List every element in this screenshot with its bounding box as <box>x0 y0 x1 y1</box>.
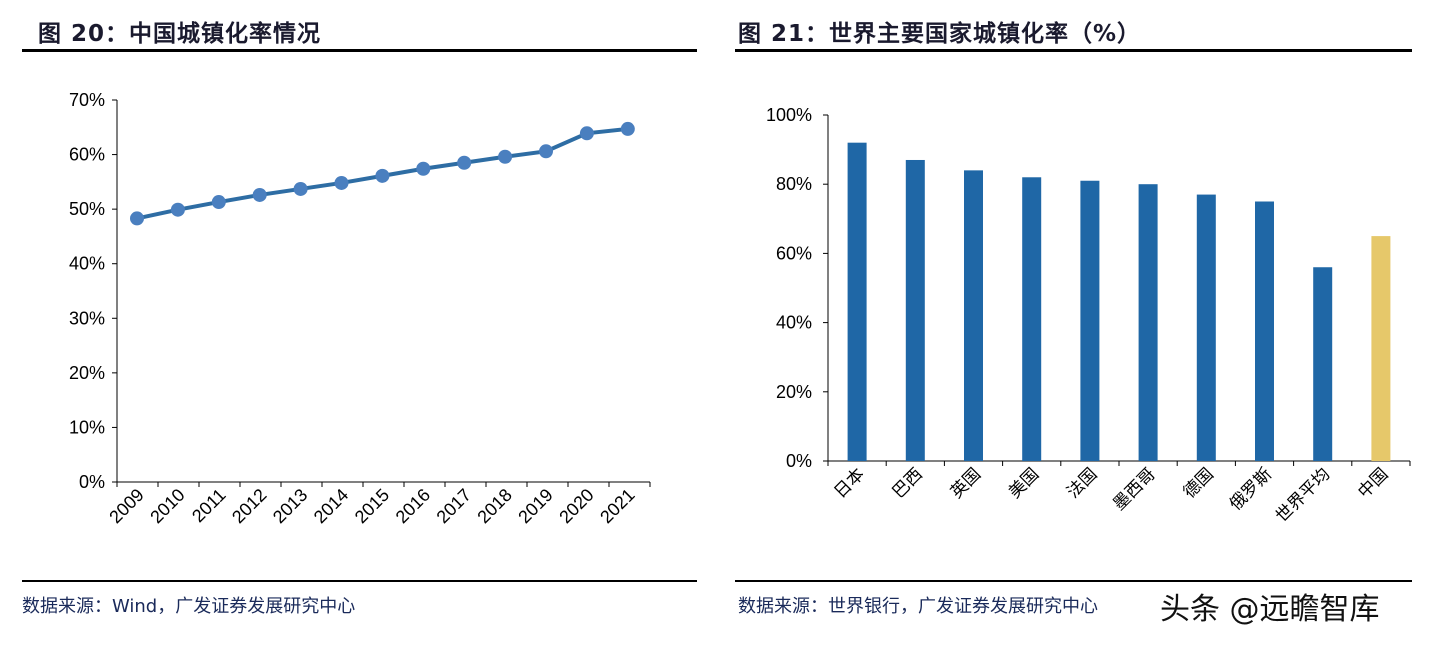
x-tick-label-right: 巴西 <box>889 464 927 502</box>
bar-法国 <box>1080 180 1100 462</box>
data-point-2014 <box>334 175 349 190</box>
y-tick-label-left: 10% <box>69 417 105 437</box>
x-tick-label-left: 2010 <box>146 485 188 527</box>
x-tick-label-left: 2013 <box>269 485 311 527</box>
x-tick-label-right: 日本 <box>830 464 868 502</box>
data-point-2019 <box>539 144 553 159</box>
x-tick-label-left: 2012 <box>228 485 270 527</box>
x-tick-label-left: 2015 <box>351 485 393 527</box>
x-tick-label-right: 英国 <box>947 464 985 502</box>
x-tick-label-right: 美国 <box>1005 464 1043 502</box>
y-tick-label-left: 0% <box>79 472 105 492</box>
y-tick-label-left: 20% <box>69 363 105 383</box>
title-rule-right <box>735 49 1412 52</box>
x-tick-label-right: 俄罗斯 <box>1226 464 1276 514</box>
chart-title-left: 图 20：中国城镇化率情况 <box>38 21 322 47</box>
data-point-2009 <box>130 211 144 226</box>
x-tick-label-right: 世界平均 <box>1272 464 1334 526</box>
footer-rule-right <box>735 580 1412 582</box>
y-tick-label-left: 70% <box>69 90 105 110</box>
x-tick-label-left: 2009 <box>105 485 147 527</box>
x-tick-label-left: 2011 <box>188 485 230 527</box>
data-point-2017 <box>457 155 472 170</box>
bar-中国 <box>1371 236 1391 461</box>
chart-title-right: 图 21：世界主要国家城镇化率（%） <box>738 21 1142 47</box>
data-point-2015 <box>375 168 390 183</box>
bar-德国 <box>1196 194 1216 461</box>
bar-日本 <box>847 142 867 461</box>
y-tick-label-left: 40% <box>69 254 105 274</box>
data-point-2011 <box>211 195 226 210</box>
x-tick-label-right: 法国 <box>1063 464 1101 502</box>
y-tick-label-right: 80% <box>776 174 812 194</box>
y-tick-label-right: 0% <box>786 451 812 471</box>
bar-世界平均 <box>1313 267 1333 461</box>
x-tick-label-left: 2018 <box>473 485 515 527</box>
y-tick-label-left: 60% <box>69 145 105 165</box>
data-point-2012 <box>252 187 267 202</box>
bar-巴西 <box>905 159 925 462</box>
x-tick-label-right: 墨西哥 <box>1109 464 1159 514</box>
x-tick-label-left: 2016 <box>392 485 434 527</box>
bar-墨西哥 <box>1138 184 1158 461</box>
data-point-2013 <box>293 181 308 196</box>
bar-美国 <box>1022 177 1042 461</box>
source-right: 数据来源：世界银行，广发证券发展研究中心 <box>738 596 1098 617</box>
y-tick-label-right: 40% <box>776 313 812 333</box>
data-point-2010 <box>170 202 185 217</box>
data-point-2016 <box>416 161 431 176</box>
bar-俄罗斯 <box>1255 201 1274 461</box>
x-tick-label-left: 2014 <box>310 485 352 527</box>
data-point-2018 <box>498 149 513 164</box>
watermark: 头条 @远瞻智库 <box>1160 592 1380 627</box>
x-tick-label-left: 2017 <box>433 485 475 527</box>
y-tick-label-left: 30% <box>69 308 105 328</box>
data-point-2020 <box>579 126 594 141</box>
x-tick-label-left: 2020 <box>555 485 597 527</box>
y-tick-label-right: 100% <box>766 105 812 125</box>
y-tick-label-left: 50% <box>69 199 105 219</box>
title-rule-left <box>22 49 697 52</box>
bar-英国 <box>964 170 983 462</box>
x-tick-label-right: 德国 <box>1180 464 1218 502</box>
y-tick-label-right: 60% <box>776 243 812 263</box>
x-tick-label-left: 2021 <box>596 485 638 527</box>
footer-rule-left <box>22 580 697 582</box>
data-point-2021 <box>620 121 635 136</box>
x-tick-label-left: 2019 <box>514 485 556 527</box>
x-tick-label-right: 中国 <box>1354 464 1392 502</box>
source-left: 数据来源：Wind，广发证券发展研究中心 <box>22 596 356 617</box>
y-tick-label-right: 20% <box>776 382 812 402</box>
